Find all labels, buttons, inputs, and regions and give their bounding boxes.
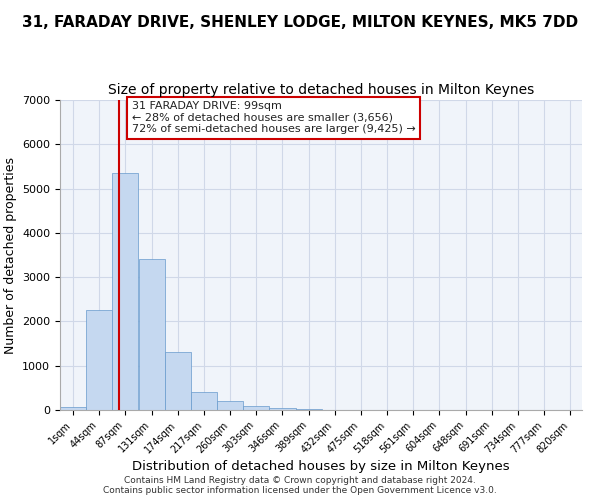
Bar [296, 409, 322, 410]
Bar [60, 406, 86, 410]
Bar [86, 310, 112, 410]
X-axis label: Distribution of detached houses by size in Milton Keynes: Distribution of detached houses by size … [132, 460, 510, 473]
Bar [139, 260, 165, 410]
Bar [269, 408, 296, 410]
Bar [165, 352, 191, 410]
Text: Contains HM Land Registry data © Crown copyright and database right 2024.
Contai: Contains HM Land Registry data © Crown c… [103, 476, 497, 495]
Bar [112, 173, 138, 410]
Title: Size of property relative to detached houses in Milton Keynes: Size of property relative to detached ho… [108, 84, 534, 98]
Text: 31, FARADAY DRIVE, SHENLEY LODGE, MILTON KEYNES, MK5 7DD: 31, FARADAY DRIVE, SHENLEY LODGE, MILTON… [22, 15, 578, 30]
Bar [217, 401, 244, 410]
Text: 31 FARADAY DRIVE: 99sqm
← 28% of detached houses are smaller (3,656)
72% of semi: 31 FARADAY DRIVE: 99sqm ← 28% of detache… [131, 101, 415, 134]
Y-axis label: Number of detached properties: Number of detached properties [4, 156, 17, 354]
Bar [191, 392, 217, 410]
Bar [244, 406, 269, 410]
